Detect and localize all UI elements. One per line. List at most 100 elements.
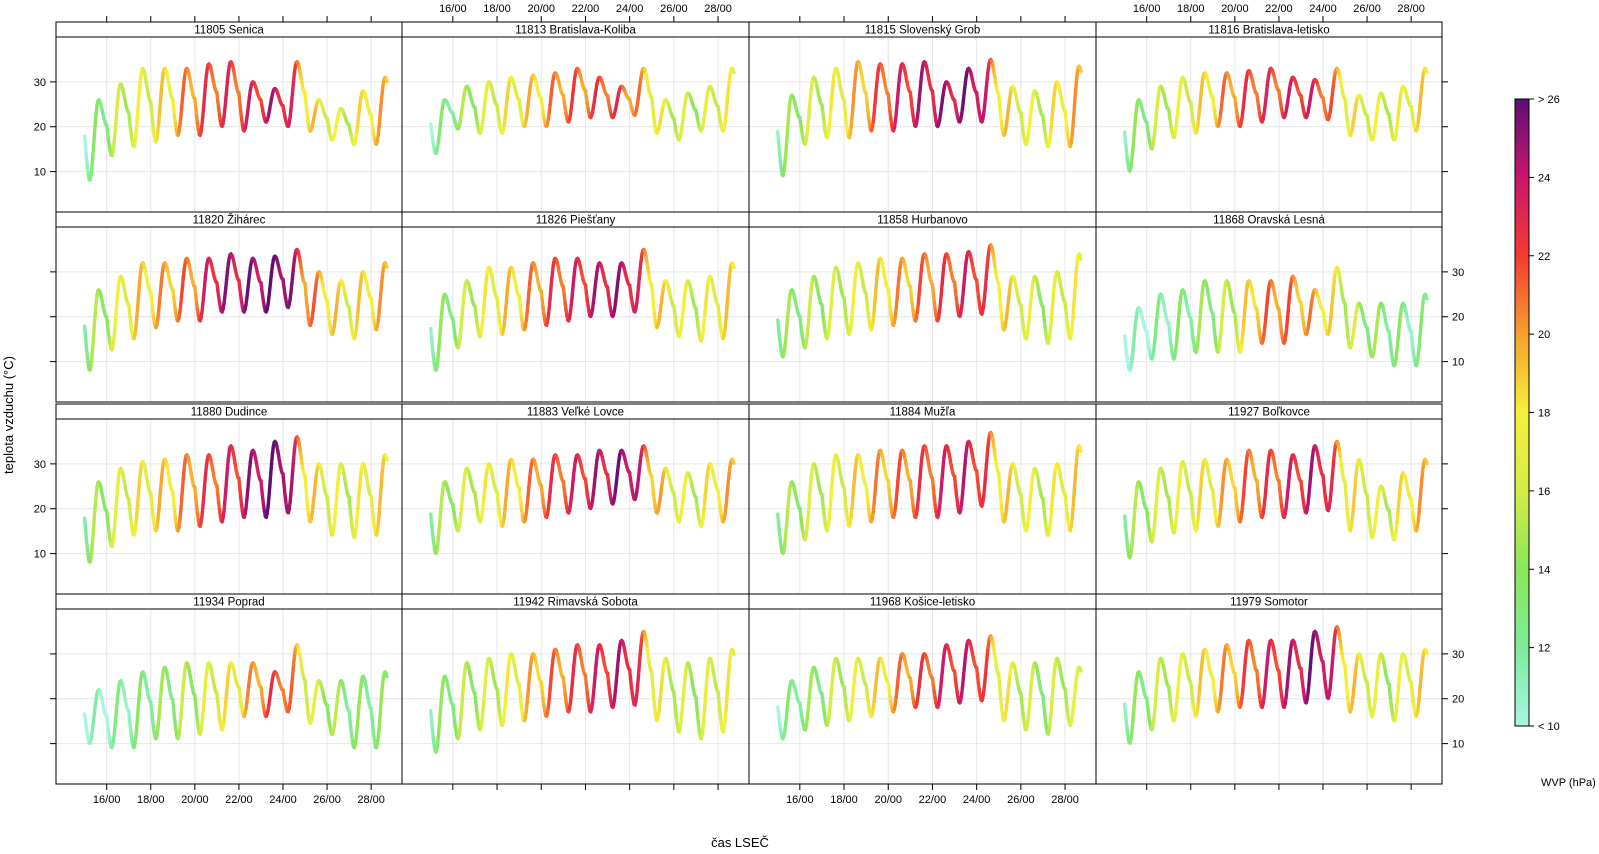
series-segment [90, 146, 96, 162]
series-segment [726, 283, 731, 299]
series-segment [784, 317, 790, 332]
series-segment [895, 478, 900, 493]
series-segment [1073, 88, 1078, 104]
series-segment [807, 295, 813, 310]
series-segment [202, 682, 208, 697]
series-segment [1122, 514, 1128, 529]
series-segment [784, 129, 790, 146]
series-segment [378, 105, 383, 120]
panel-border [1095, 418, 1443, 595]
series-segment [1153, 499, 1159, 515]
series-segment [1196, 500, 1202, 515]
series-segment [157, 697, 163, 712]
series-segment [1352, 489, 1357, 504]
series-segment [378, 703, 383, 719]
series-segment [224, 466, 230, 482]
series-segment [1196, 321, 1202, 336]
series-segment [961, 471, 966, 486]
series-segment [1070, 315, 1075, 329]
series-segment [355, 506, 360, 521]
series-segment [731, 262, 736, 270]
series-segment [548, 286, 553, 301]
series-segment [983, 463, 989, 479]
series-segment [179, 498, 184, 513]
series-segment [1343, 302, 1348, 317]
series-segment [731, 67, 736, 75]
series-segment [1073, 469, 1078, 486]
series-segment [158, 88, 164, 103]
series-segment [267, 485, 272, 500]
series-segment [984, 263, 989, 278]
panel: 11858 Hurbanovo [748, 211, 1097, 403]
series-segment [134, 715, 140, 730]
series-segment [984, 452, 989, 467]
series-segment [806, 507, 811, 522]
series-segment [459, 694, 465, 710]
series-segment [1132, 119, 1137, 134]
series-segment [380, 466, 385, 481]
series-segment [93, 493, 98, 508]
panel-border [55, 608, 403, 785]
series-segment [356, 299, 361, 314]
panel: 11815 Slovenský Grob [748, 21, 1097, 213]
series-segment [829, 475, 835, 491]
panel-title: 11816 Bratislava-letisko [1208, 25, 1329, 37]
series-segment [526, 290, 531, 305]
series-segment [384, 671, 389, 679]
series-segment [1078, 66, 1083, 73]
series-segment [1050, 493, 1055, 509]
series-segment [1078, 445, 1083, 453]
series-segment [997, 281, 1002, 297]
series-segment [82, 134, 88, 149]
series-segment [384, 262, 389, 269]
series-segment [1308, 474, 1313, 488]
series-segment [1365, 493, 1370, 507]
series-segment [82, 324, 88, 339]
series-segment [134, 113, 140, 129]
series-segment [873, 288, 878, 303]
series-segment [180, 475, 186, 491]
series-segment [157, 489, 163, 504]
series-segment [725, 684, 730, 701]
series-segment [1417, 335, 1422, 350]
series-segment [113, 114, 119, 129]
series-segment [112, 318, 118, 333]
series-segment [650, 283, 655, 298]
series-segment [201, 104, 206, 119]
panel-title: 11868 Oravská Lesná [1213, 215, 1325, 227]
series-segment [1424, 459, 1429, 466]
series-segment [378, 488, 383, 505]
series-segment [1197, 489, 1203, 504]
series-segment [1154, 488, 1159, 503]
series-segment [136, 481, 142, 497]
series-segment [82, 516, 88, 531]
series-segment [1343, 480, 1348, 496]
series-segment [806, 495, 812, 511]
series-segment [1131, 129, 1137, 145]
series-segment [1418, 489, 1423, 504]
series-segment [113, 501, 119, 517]
series-segment [136, 283, 142, 299]
series-segment [357, 484, 362, 499]
series-segment [1263, 478, 1269, 493]
series-segment [1242, 469, 1248, 484]
series-segment [202, 83, 208, 98]
series-segment [268, 473, 273, 489]
series-segment [1424, 67, 1429, 75]
series-segment [134, 504, 140, 519]
series-segment [872, 299, 877, 314]
series-segment [1072, 100, 1077, 116]
series-segment [179, 706, 184, 721]
series-segment [731, 458, 736, 466]
series-segment [202, 474, 208, 489]
series-segment [702, 704, 707, 720]
series-segment [783, 522, 789, 537]
series-segment [829, 87, 835, 101]
panel-title: 11883 Veľké Lovce [527, 407, 624, 419]
series-segment [997, 471, 1002, 487]
series-segment [1242, 300, 1248, 315]
series-segment [852, 82, 857, 98]
series-segment [112, 125, 118, 139]
panel-title: 11815 Slovenský Grob [865, 25, 981, 37]
series-segment [246, 478, 251, 493]
